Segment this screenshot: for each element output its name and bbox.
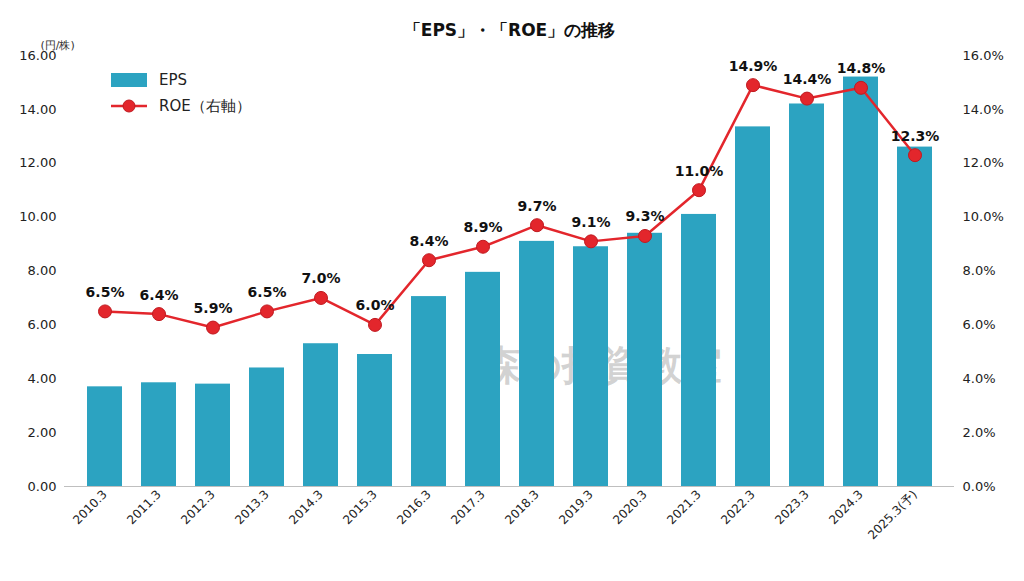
svg-text:2.00: 2.00	[28, 425, 57, 440]
svg-text:12.0%: 12.0%	[963, 155, 1004, 170]
svg-text:2013.3: 2013.3	[232, 487, 272, 527]
svg-text:8.4%: 8.4%	[410, 233, 449, 249]
svg-text:4.00: 4.00	[28, 371, 57, 386]
svg-text:6.5%: 6.5%	[248, 284, 287, 300]
svg-text:2018.3: 2018.3	[502, 487, 542, 527]
svg-text:2019.3: 2019.3	[556, 487, 596, 527]
svg-text:2010.3: 2010.3	[70, 487, 110, 527]
svg-text:2012.3: 2012.3	[178, 487, 218, 527]
svg-text:14.8%: 14.8%	[837, 60, 886, 76]
svg-text:14.00: 14.00	[19, 102, 56, 117]
svg-text:4.0%: 4.0%	[963, 371, 996, 386]
svg-text:0.0%: 0.0%	[963, 479, 996, 494]
svg-text:10.0%: 10.0%	[963, 209, 1004, 224]
svg-text:14.0%: 14.0%	[963, 102, 1004, 117]
svg-text:7.0%: 7.0%	[302, 270, 341, 286]
svg-text:16.00: 16.00	[19, 48, 56, 63]
svg-text:8.0%: 8.0%	[963, 263, 996, 278]
svg-text:6.00: 6.00	[28, 317, 57, 332]
svg-text:2024.3: 2024.3	[826, 487, 866, 527]
svg-text:11.0%: 11.0%	[675, 163, 724, 179]
html-text:EPS: EPS	[159, 71, 187, 89]
svg-text:「EPS」・「ROE」の推移: 「EPS」・「ROE」の推移	[404, 20, 615, 40]
html-text:ROE（右軸）: ROE（右軸）	[159, 96, 251, 115]
svg-text:12.00: 12.00	[19, 155, 56, 170]
svg-text:2014.3: 2014.3	[286, 487, 326, 527]
svg-text:6.0%: 6.0%	[356, 297, 395, 313]
svg-text:2021.3: 2021.3	[664, 487, 704, 527]
svg-text:2015.3: 2015.3	[340, 487, 380, 527]
svg-text:14.9%: 14.9%	[729, 58, 778, 74]
svg-text:9.3%: 9.3%	[626, 208, 665, 224]
svg-text:12.3%: 12.3%	[891, 128, 940, 144]
svg-text:8.00: 8.00	[28, 263, 57, 278]
svg-text:6.0%: 6.0%	[963, 317, 996, 332]
svg-text:9.1%: 9.1%	[572, 214, 611, 230]
svg-text:2016.3: 2016.3	[394, 487, 434, 527]
svg-text:9.7%: 9.7%	[518, 198, 557, 214]
svg-text:2025.3(予): 2025.3(予)	[865, 487, 920, 542]
svg-text:2022.3: 2022.3	[718, 487, 758, 527]
svg-text:8.9%: 8.9%	[464, 219, 503, 235]
svg-text:16.0%: 16.0%	[963, 48, 1004, 63]
svg-text:6.5%: 6.5%	[86, 284, 125, 300]
svg-text:2.0%: 2.0%	[963, 425, 996, 440]
svg-text:10.00: 10.00	[19, 209, 56, 224]
svg-text:2020.3: 2020.3	[610, 487, 650, 527]
svg-text:2011.3: 2011.3	[124, 487, 164, 527]
svg-text:14.4%: 14.4%	[783, 71, 832, 87]
svg-text:0.00: 0.00	[28, 479, 57, 494]
svg-text:2023.3: 2023.3	[772, 487, 812, 527]
svg-text:5.9%: 5.9%	[194, 300, 233, 316]
svg-text:6.4%: 6.4%	[140, 287, 179, 303]
svg-text:(円/株): (円/株)	[40, 39, 75, 53]
svg-text:2017.3: 2017.3	[448, 487, 488, 527]
